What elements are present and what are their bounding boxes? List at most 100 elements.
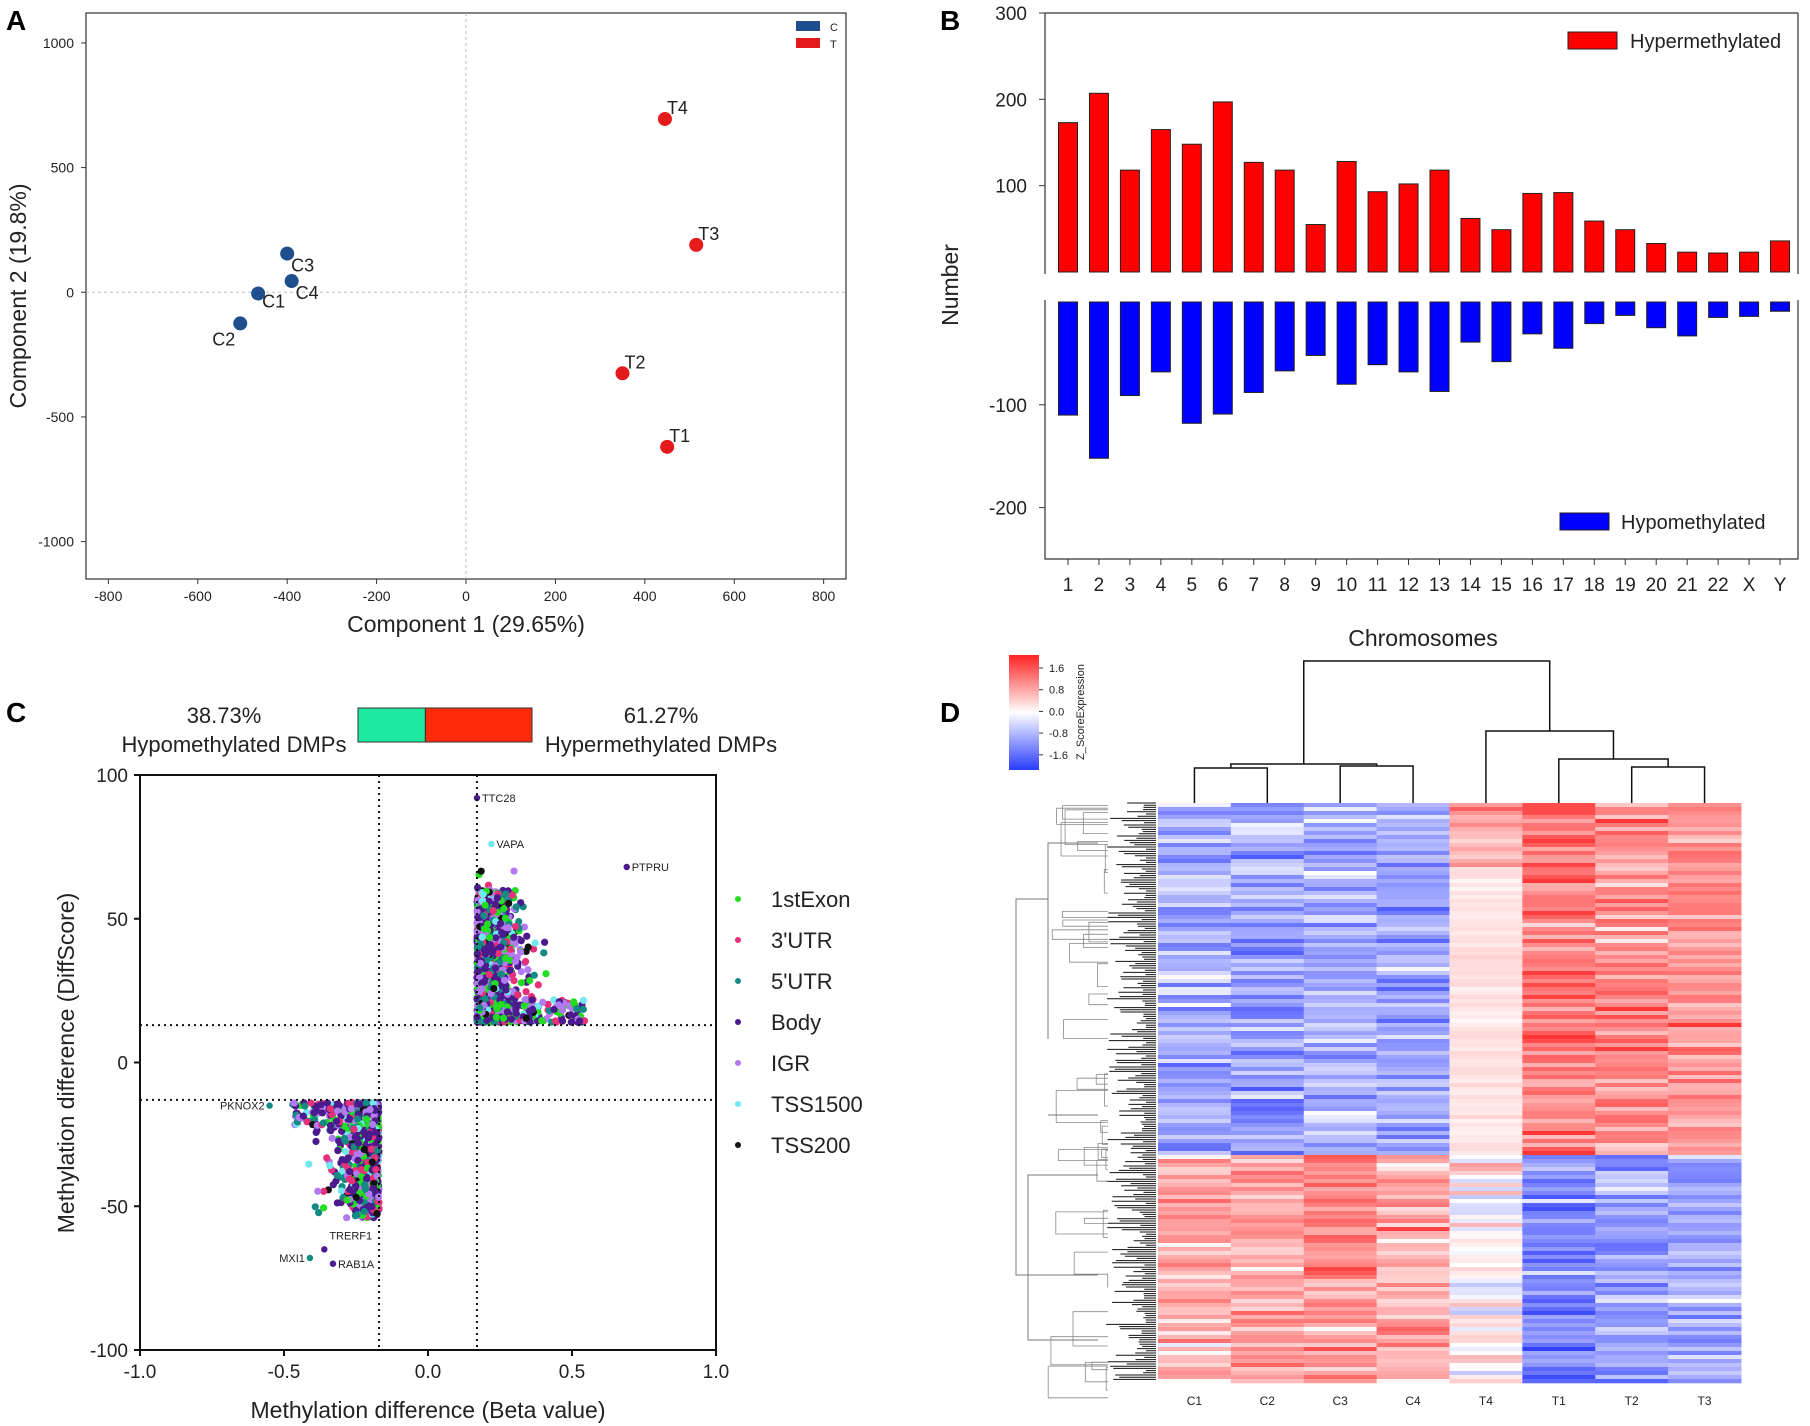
- heatmap-cell: [1230, 1347, 1305, 1352]
- bar-x-tick-label-chr9: 9: [1310, 575, 1321, 596]
- heatmap-cell: [1522, 1019, 1596, 1024]
- heatmap-cell: [1522, 1355, 1596, 1360]
- hyper-dmp-dot: [579, 996, 588, 1004]
- heatmap-cell: [1376, 803, 1450, 808]
- heatmap-cell: [1595, 1111, 1669, 1116]
- heatmap-cell: [1449, 1247, 1523, 1252]
- heatmap-cell: [1158, 1031, 1232, 1036]
- heatmap-cell: [1449, 1095, 1523, 1100]
- heatmap-cell: [1303, 1191, 1378, 1196]
- heatmap-cell: [1449, 1227, 1523, 1232]
- hypo-dmp-dot: [320, 1204, 328, 1212]
- hypo-dmp-dot: [360, 1207, 368, 1216]
- heatmap-cell: [1158, 811, 1232, 816]
- heatmap-cell: [1522, 1319, 1596, 1324]
- heatmap-cell: [1522, 1167, 1596, 1172]
- heatmap-cell: [1449, 1295, 1523, 1300]
- heatmap-cell: [1522, 879, 1596, 884]
- heatmap-cell: [1522, 959, 1596, 964]
- heatmap-cell: [1668, 907, 1742, 912]
- heatmap-cell: [1303, 1139, 1378, 1144]
- heatmap-cell: [1449, 963, 1523, 968]
- heatmap-cell: [1522, 1251, 1596, 1256]
- heatmap-cell: [1522, 1195, 1596, 1200]
- hypo-dmp-dot: [366, 1130, 374, 1138]
- heatmap-cell: [1376, 983, 1450, 988]
- hyper-dmp-dot: [499, 1014, 508, 1022]
- heatmap-cell: [1158, 951, 1232, 956]
- heatmap-cell: [1449, 1055, 1523, 1060]
- heatmap-cell: [1158, 1355, 1232, 1360]
- heatmap-cell: [1158, 1123, 1232, 1128]
- heatmap-cell: [1158, 851, 1232, 856]
- heatmap-cell: [1595, 1267, 1669, 1272]
- heatmap-cell: [1303, 1107, 1378, 1112]
- heatmap-cell: [1595, 1227, 1669, 1232]
- heatmap-cell: [1522, 1243, 1596, 1248]
- bar-x-tick-label-chr11: 11: [1368, 575, 1388, 596]
- heatmap-cell: [1303, 1367, 1378, 1372]
- heatmap-cell: [1449, 1359, 1523, 1364]
- hyper-dmp-dot: [512, 903, 520, 911]
- heatmap-cell: [1595, 931, 1669, 936]
- heatmap-cell: [1376, 1075, 1450, 1080]
- heatmap-cell: [1376, 1303, 1450, 1308]
- heatmap-cell: [1376, 1339, 1450, 1344]
- heatmap-cell: [1376, 819, 1450, 824]
- heatmap-cell: [1230, 1159, 1305, 1164]
- heatmap-cell: [1595, 1107, 1669, 1112]
- hypo-bar-chr7: [1243, 301, 1264, 393]
- heatmap-cell: [1303, 883, 1378, 888]
- hypo-dmp-dot: [372, 1166, 380, 1174]
- heatmap-cell: [1230, 1363, 1305, 1368]
- heatmap-cell: [1158, 1023, 1232, 1028]
- heatmap-cell: [1230, 1315, 1305, 1320]
- hypo-legend-label: Hypomethylated: [1621, 512, 1766, 534]
- pca-point-label: C3: [291, 256, 314, 276]
- pca-y-axis-label: Component 2 (19.8%): [5, 183, 31, 408]
- heatmap-cell: [1158, 1119, 1232, 1124]
- heatmap-cell: [1595, 815, 1669, 820]
- heatmap-cell: [1668, 1367, 1742, 1372]
- heatmap-cell: [1303, 843, 1378, 848]
- heatmap-cell: [1668, 811, 1742, 816]
- pca-point-c4: [284, 274, 299, 289]
- heatmap-cell: [1376, 1331, 1450, 1336]
- hypo-dmp-dot: [369, 1120, 377, 1129]
- heatmap-cell: [1158, 1371, 1232, 1376]
- heatmap-cell: [1449, 991, 1523, 996]
- heatmap-cell: [1595, 939, 1669, 944]
- pca-legend: CT: [796, 21, 838, 51]
- heatmap-cell: [1376, 923, 1450, 928]
- heatmap-cell: [1158, 1367, 1232, 1372]
- heatmap-cell: [1376, 1259, 1450, 1264]
- heatmap-cell: [1230, 951, 1305, 956]
- hyper-bar-chr6: [1212, 101, 1233, 273]
- heatmap-cell: [1595, 859, 1669, 864]
- heatmap-cell: [1668, 1219, 1742, 1224]
- heatmap-cell: [1303, 1039, 1378, 1044]
- heatmap-cell: [1158, 1087, 1232, 1092]
- heatmap-cell: [1376, 1267, 1450, 1272]
- hyper-bar-chr22: [1708, 252, 1729, 273]
- heatmap-cell: [1376, 1103, 1450, 1108]
- dmp-legend-label: 3'UTR: [771, 928, 833, 953]
- heatmap-cell: [1230, 827, 1305, 832]
- heatmap-cell: [1230, 1335, 1305, 1340]
- heatmap-cell: [1230, 1231, 1305, 1236]
- hyper-dmp-dot: [579, 1005, 587, 1013]
- heatmap-cell: [1303, 1055, 1378, 1060]
- heatmap-cell: [1668, 1015, 1742, 1020]
- heatmap-cell: [1230, 963, 1305, 968]
- heatmap-cell: [1595, 919, 1669, 924]
- heatmap-cell: [1303, 1355, 1378, 1360]
- heatmap-cell: [1668, 1179, 1742, 1184]
- heatmap-cell: [1595, 1207, 1669, 1212]
- heatmap-cell: [1668, 1051, 1742, 1056]
- heatmap-cell: [1668, 1223, 1742, 1228]
- hyper-dmp-dot: [500, 904, 508, 913]
- heatmap-cell: [1230, 1291, 1305, 1296]
- heatmap-cell: [1158, 855, 1232, 860]
- pca-point-label: C2: [212, 329, 235, 349]
- hypo-dmp-dot: [301, 1102, 309, 1110]
